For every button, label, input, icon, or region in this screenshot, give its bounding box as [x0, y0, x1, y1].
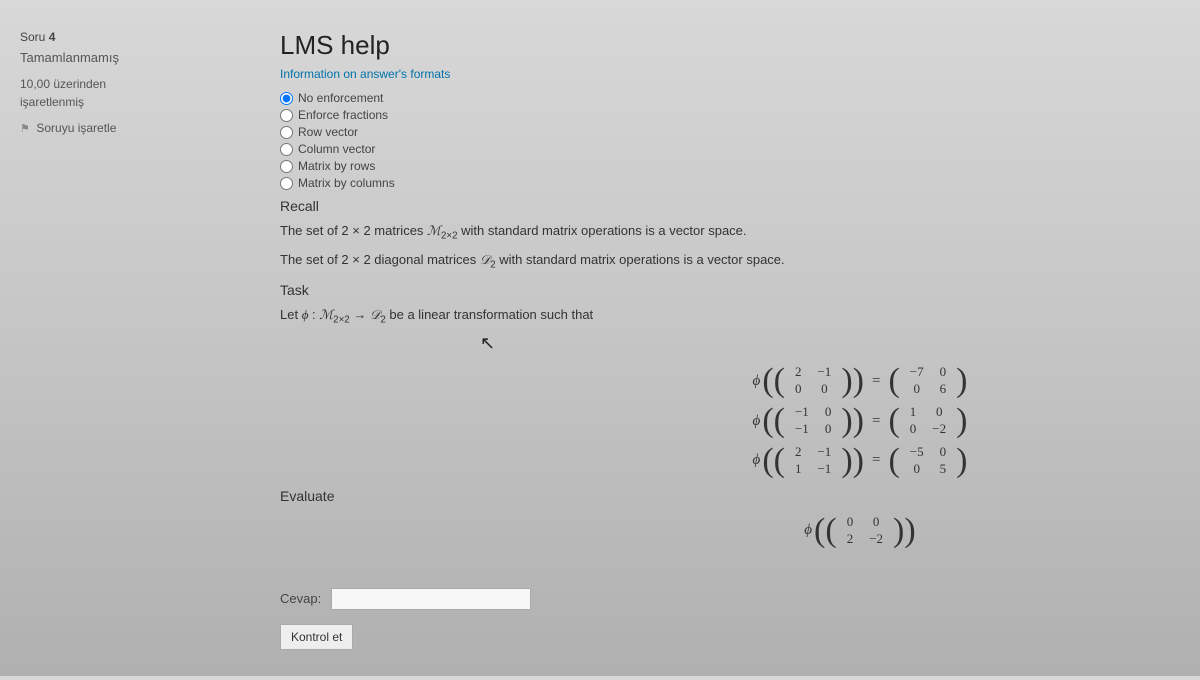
recall-line-2: The set of 2 × 2 diagonal matrices 𝒟2 wi…: [280, 249, 1180, 274]
format-label-4: Matrix by rows: [298, 159, 375, 173]
evaluate-equation: ϕ((002−2)): [540, 514, 1180, 548]
format-label-5: Matrix by columns: [298, 176, 395, 190]
cursor-icon: ↖: [280, 333, 1180, 354]
format-option-0[interactable]: No enforcement: [280, 91, 1180, 105]
format-label-3: Column vector: [298, 142, 375, 156]
answer-input[interactable]: [331, 588, 531, 610]
format-radio-3[interactable]: [280, 143, 293, 156]
evaluate-heading: Evaluate: [280, 488, 1180, 504]
grade-line-2: işaretlenmiş: [20, 93, 200, 111]
format-radio-2[interactable]: [280, 126, 293, 139]
equation-block: ϕ((2−100))=(−7006) ϕ((−10−10))=(100−2) ϕ((…: [540, 364, 1180, 477]
equation-row-2: ϕ((2−11−1))=(−5005): [540, 444, 1180, 478]
task-line: Let ϕ : ℳ2×2 → 𝒟2 be a linear transforma…: [280, 304, 1180, 329]
format-radio-1[interactable]: [280, 109, 293, 122]
recall1-post: with standard matrix operations is a vec…: [458, 223, 747, 238]
answer-label: Cevap:: [280, 591, 321, 606]
evaluate-row: ϕ((002−2)): [540, 514, 1180, 548]
answer-format-info-link[interactable]: Information on answer's formats: [280, 67, 1180, 81]
recall-heading: Recall: [280, 198, 1180, 214]
question-status: Tamamlanmamış: [20, 50, 200, 65]
lms-help-title: LMS help: [280, 30, 1180, 61]
question-grade: 10,00 üzerinden işaretlenmiş: [20, 75, 200, 111]
format-option-2[interactable]: Row vector: [280, 125, 1180, 139]
equation-row-1: ϕ((−10−10))=(100−2): [540, 404, 1180, 438]
equation-row-0: ϕ((2−100))=(−7006): [540, 364, 1180, 398]
task-dom: ℳ: [319, 307, 333, 322]
task-arrow: →: [350, 307, 370, 322]
task-colon: :: [308, 307, 319, 322]
task-pre: Let: [280, 307, 302, 322]
question-main: LMS help Information on answer's formats…: [220, 30, 1180, 650]
task-dom-sub: 2×2: [333, 315, 350, 326]
question-number: Soru 4: [20, 30, 200, 44]
flag-icon: [20, 121, 30, 131]
recall1-sub: 2×2: [441, 231, 458, 242]
recall2-pre: The set of 2 × 2 diagonal matrices: [280, 252, 480, 267]
format-option-3[interactable]: Column vector: [280, 142, 1180, 156]
recall1-pre: The set of 2 × 2 matrices: [280, 223, 427, 238]
question-label-text: Soru: [20, 30, 45, 44]
format-option-5[interactable]: Matrix by columns: [280, 176, 1180, 190]
check-button[interactable]: Kontrol et: [280, 624, 353, 650]
format-label-2: Row vector: [298, 125, 358, 139]
recall2-post: with standard matrix operations is a vec…: [496, 252, 785, 267]
task-heading: Task: [280, 282, 1180, 298]
format-label-0: No enforcement: [298, 91, 383, 105]
format-radio-group: No enforcement Enforce fractions Row vecto…: [280, 91, 1180, 190]
format-label-1: Enforce fractions: [298, 108, 388, 122]
recall-line-1: The set of 2 × 2 matrices ℳ2×2 with stan…: [280, 220, 1180, 245]
format-radio-4[interactable]: [280, 160, 293, 173]
format-radio-0[interactable]: [280, 92, 293, 105]
flag-question-link[interactable]: Soruyu işaretle: [20, 121, 200, 135]
format-option-4[interactable]: Matrix by rows: [280, 159, 1180, 173]
answer-row: Cevap:: [280, 588, 1180, 610]
format-option-1[interactable]: Enforce fractions: [280, 108, 1180, 122]
grade-line-1: 10,00 üzerinden: [20, 75, 200, 93]
flag-label: Soruyu işaretle: [36, 121, 116, 135]
task-post: be a linear transformation such that: [386, 307, 593, 322]
task-cod: 𝒟: [370, 307, 380, 322]
recall2-sym: 𝒟: [480, 252, 490, 267]
recall1-sym: ℳ: [427, 223, 441, 238]
format-radio-5[interactable]: [280, 177, 293, 190]
question-number-value: 4: [49, 30, 56, 44]
question-sidebar: Soru 4 Tamamlanmamış 10,00 üzerinden işa…: [20, 30, 220, 650]
